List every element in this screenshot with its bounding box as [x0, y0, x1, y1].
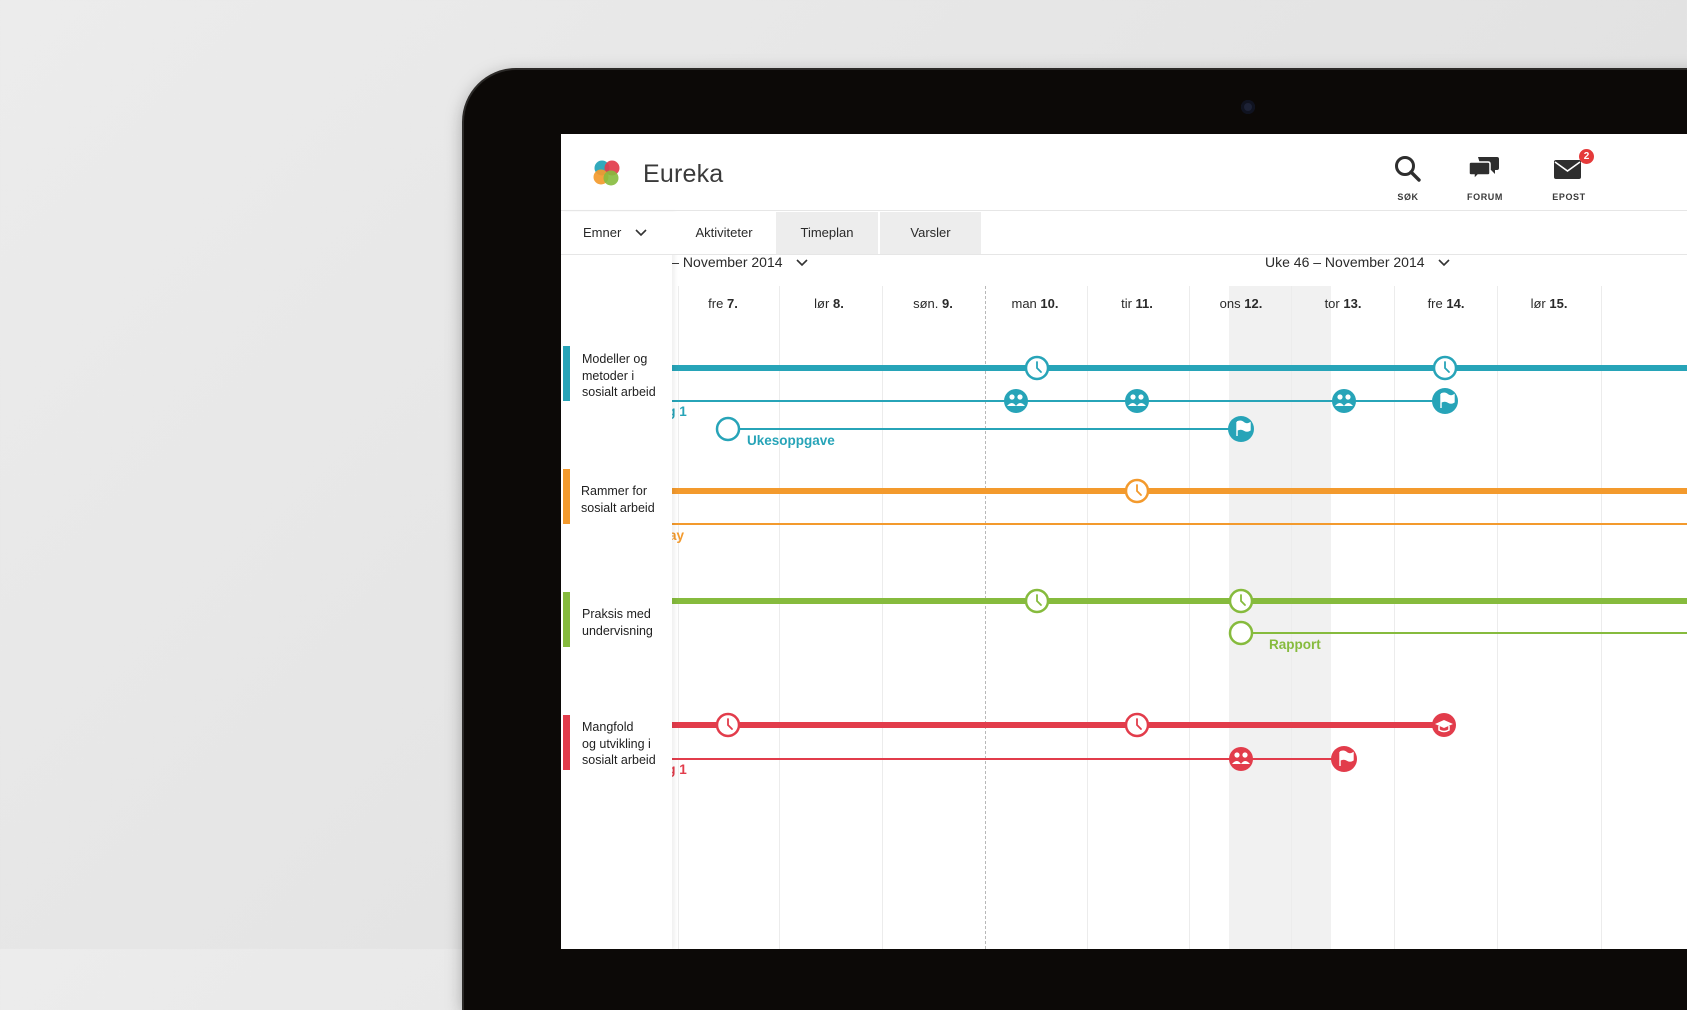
search-label: SØK — [1397, 192, 1419, 202]
course-label-line: Modeller og — [582, 352, 648, 366]
activity-timeline — [561, 355, 1687, 772]
today-column-highlight — [1229, 286, 1331, 949]
search-button[interactable]: SØK — [1378, 148, 1438, 206]
start-marker[interactable] — [1228, 620, 1254, 646]
flag-icon[interactable] — [1228, 416, 1254, 442]
assignment-label-rapport[interactable]: Rapport — [1269, 637, 1321, 652]
course-label-line: Praksis med — [582, 607, 651, 621]
chat-bubbles-icon — [1469, 157, 1499, 181]
day-header-sat-8: lør 8. — [814, 296, 844, 311]
course-item-rammer[interactable]: Rammer for sosialt arbeid — [581, 483, 655, 516]
graduation-cap-icon[interactable] — [1432, 713, 1456, 737]
day-header-sat-15: lør 15. — [1530, 296, 1568, 311]
clock-icon[interactable] — [1024, 355, 1050, 381]
course-label-line: og utvikling i — [582, 736, 651, 751]
group-icon[interactable] — [1004, 389, 1028, 413]
week-selector-46[interactable]: Uke 46 – November 2014 — [1265, 254, 1451, 270]
day-header-fri-14: fre 14. — [1427, 296, 1465, 311]
app-screen: fre 7. lør 8. søn. 9. man 10. tir 11. on… — [561, 134, 1687, 949]
day-separator — [1087, 286, 1088, 949]
email-button[interactable]: 2 EPOST — [1539, 148, 1599, 206]
app-title: Eureka — [643, 160, 724, 188]
tab-timeplan[interactable]: Timeplan — [776, 212, 878, 254]
day-header-mon-10: man 10. — [1011, 296, 1059, 311]
course-label-line: Mangfold — [582, 720, 634, 734]
group-icon[interactable] — [1125, 389, 1149, 413]
group-icon[interactable] — [1229, 747, 1253, 771]
group-icon[interactable] — [1332, 389, 1356, 413]
search-icon — [1395, 156, 1421, 182]
forum-label: FORUM — [1467, 192, 1503, 202]
clock-icon[interactable] — [1124, 712, 1150, 738]
course-sidebar: Emner Modeller og metoder i sosialt arbe… — [561, 212, 672, 949]
clock-icon[interactable] — [1228, 588, 1254, 614]
chevron-down-icon — [1438, 259, 1451, 267]
day-separator — [882, 286, 883, 949]
course-label-line: undervisning — [582, 623, 653, 638]
course-item-praksis[interactable]: Praksis med undervisning — [582, 606, 653, 639]
day-separator — [1601, 286, 1602, 949]
webcam — [1241, 100, 1255, 114]
course-label-line: sosialt arbeid — [581, 500, 655, 515]
tab-aktiviteter[interactable]: Aktiviteter — [672, 212, 776, 254]
course-color-bar — [563, 469, 570, 524]
flag-icon[interactable] — [1331, 746, 1357, 772]
day-separator — [1291, 286, 1292, 949]
forum-button[interactable]: FORUM — [1455, 148, 1515, 206]
flag-icon[interactable] — [1432, 388, 1458, 414]
course-label-line: metoder i — [582, 368, 635, 383]
clock-icon[interactable] — [1432, 355, 1458, 381]
unread-badge: 2 — [1579, 149, 1594, 164]
course-label-line: sosialt arbeid — [582, 753, 656, 767]
day-header-tue-11: tir 11. — [1121, 296, 1153, 311]
calendar-grid — [561, 134, 1687, 949]
tab-varsler[interactable]: Varsler — [880, 212, 981, 254]
course-color-bar — [563, 346, 570, 401]
course-label-line: Rammer for — [581, 484, 647, 498]
start-marker[interactable] — [715, 416, 741, 442]
chevron-down-icon — [635, 229, 647, 237]
day-header-sun-9: søn. 9. — [913, 296, 953, 311]
day-header-fri-7: fre 7. — [708, 296, 738, 311]
course-label-line: sosialt arbeid — [582, 385, 656, 399]
course-color-bar — [563, 715, 570, 770]
app-header: Eureka SØK FORUM 2 EPOST — [561, 134, 1687, 211]
course-color-bar — [563, 592, 570, 647]
course-item-modeller[interactable]: Modeller og metoder i sosialt arbeid — [582, 351, 656, 401]
day-separator — [678, 286, 679, 949]
day-header-wed-12: ons 12. — [1219, 296, 1263, 311]
day-separator — [1189, 286, 1190, 949]
day-separator — [1497, 286, 1498, 949]
day-separator — [1394, 286, 1395, 949]
subjects-dropdown[interactable]: Emner — [583, 212, 663, 254]
chevron-down-icon — [796, 259, 809, 267]
eureka-logo-icon[interactable] — [589, 156, 625, 192]
day-header-thu-13: tor 13. — [1324, 296, 1362, 311]
clock-icon[interactable] — [715, 712, 741, 738]
week-selector-label: Uke 46 – November 2014 — [1265, 254, 1425, 270]
assignment-label-ukesoppgave[interactable]: Ukesoppgave — [747, 433, 835, 448]
email-label: EPOST — [1552, 192, 1586, 202]
envelope-icon — [1554, 160, 1581, 179]
subjects-dropdown-label: Emner — [583, 225, 622, 240]
week-divider — [985, 286, 986, 949]
tab-bar: Aktiviteter Timeplan Varsler — [561, 212, 1687, 255]
day-separator — [779, 286, 780, 949]
course-item-mangfold[interactable]: Mangfold og utvikling i sosialt arbeid — [582, 719, 656, 769]
clock-icon[interactable] — [1124, 478, 1150, 504]
clock-icon[interactable] — [1024, 588, 1050, 614]
